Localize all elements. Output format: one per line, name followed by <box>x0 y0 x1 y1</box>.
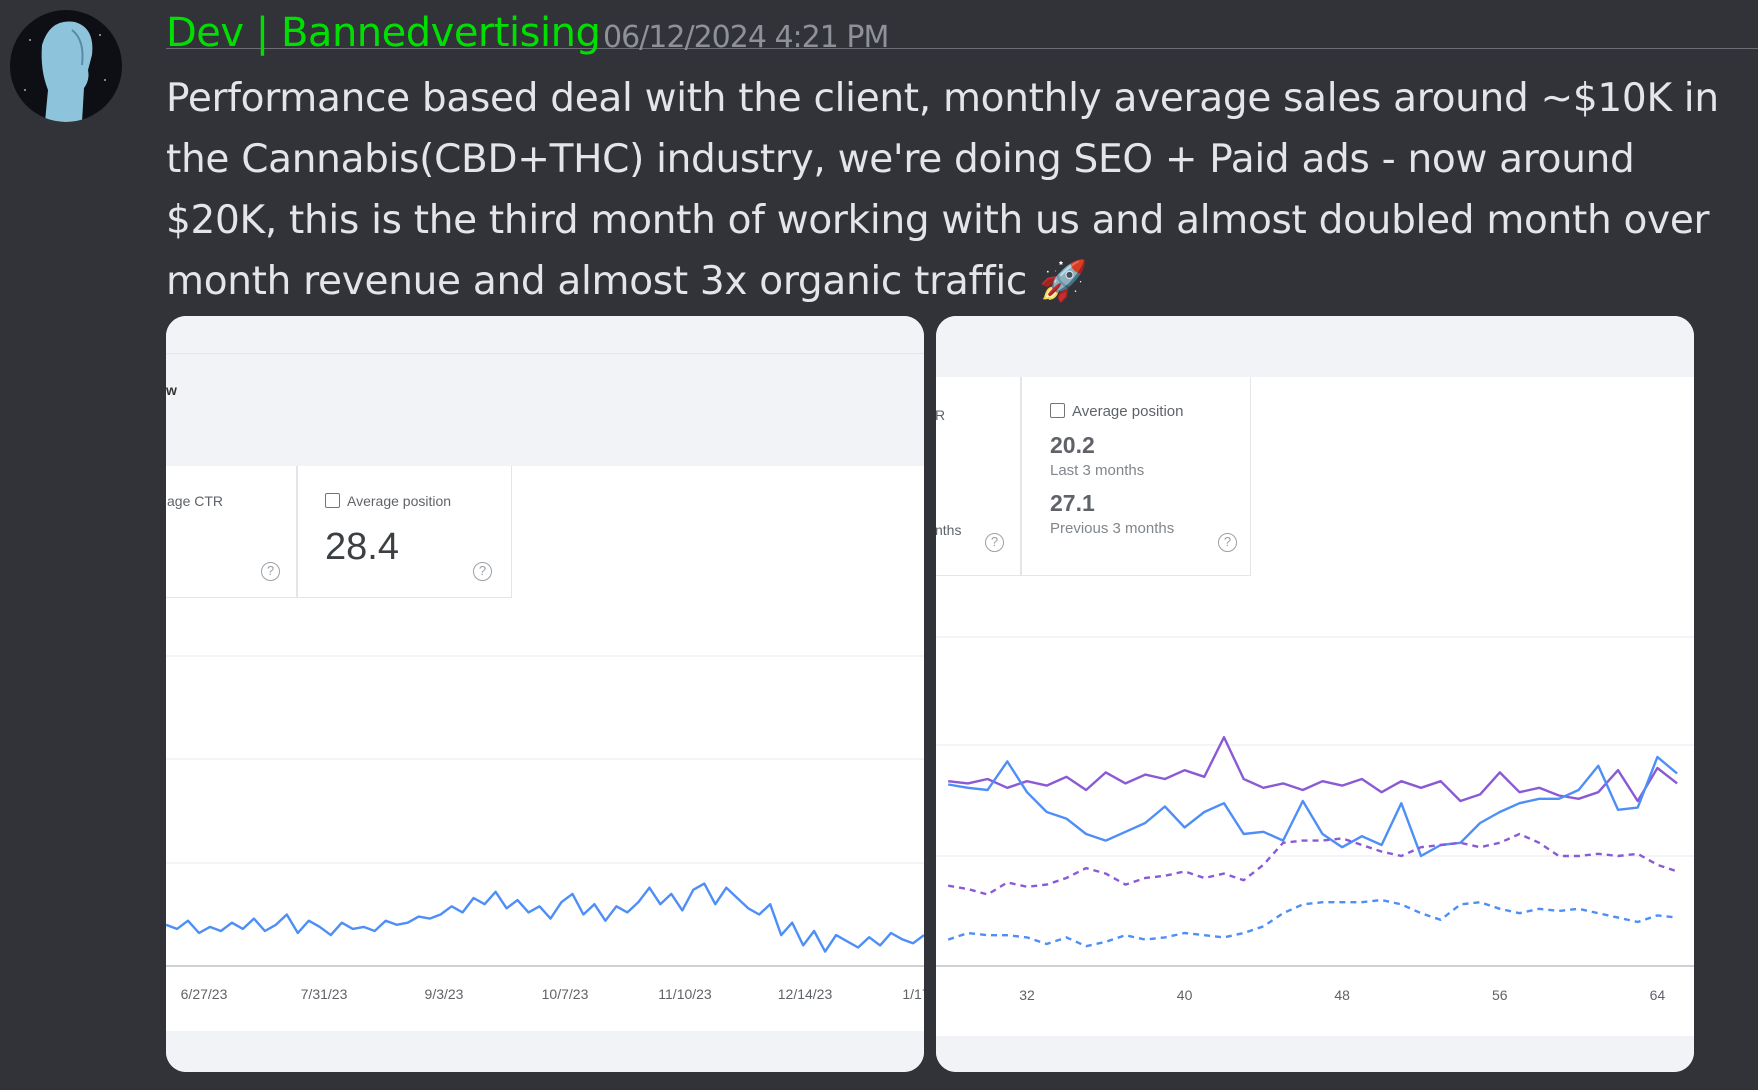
series-line-0 <box>948 736 1678 803</box>
attachment-image-left[interactable]: w age CTR ? Average position 28.4 ? 6/27… <box>166 316 924 1072</box>
previous-value: 27.1 <box>1050 490 1095 516</box>
message-body: Performance based deal with the client, … <box>166 76 1719 304</box>
message-author[interactable]: Dev | Bannedvertising <box>166 10 601 56</box>
series-line-3 <box>947 898 1678 948</box>
performance-chart-right <box>936 636 1694 967</box>
avatar[interactable] <box>10 10 122 122</box>
series-line-0 <box>166 882 924 953</box>
avatar-image <box>24 21 106 122</box>
header-fragment: w <box>166 382 177 398</box>
series-line-2 <box>948 832 1678 896</box>
metric-label: R <box>936 407 946 423</box>
message-timestamp: 06/12/2024 4:21 PM <box>603 20 889 55</box>
metric-label: age CTR <box>167 493 224 509</box>
divider <box>166 48 1758 49</box>
last-label: Last 3 months <box>1050 462 1145 479</box>
metric-card-ctr[interactable]: age CTR ? <box>166 466 297 598</box>
x-tick-label: 40 <box>1176 987 1193 1003</box>
x-tick-label: 9/3/23 <box>424 986 464 1002</box>
series-line-1 <box>948 755 1678 858</box>
help-icon[interactable]: ? <box>1218 533 1237 552</box>
x-tick-label: 64 <box>1649 987 1666 1003</box>
metric-label: Average position <box>347 493 452 509</box>
metric-label-row: Average position <box>1050 403 1183 420</box>
footer-band <box>936 1036 1694 1072</box>
header-band <box>166 316 924 466</box>
metric-card-ctr[interactable]: R nths ? <box>936 377 1021 576</box>
x-tick-label: 1/17 <box>902 986 924 1002</box>
attachment-image-right[interactable]: R nths ? Average position 20.2 Last 3 mo… <box>936 316 1694 1072</box>
header-band <box>936 316 1694 377</box>
metric-label: Average position <box>1072 403 1184 420</box>
divider <box>166 353 924 354</box>
rocket-icon: 🚀 <box>1039 259 1088 304</box>
metric-value: 28.4 <box>325 526 399 568</box>
help-icon[interactable]: ? <box>985 533 1004 552</box>
x-tick-label: 32 <box>1019 987 1035 1003</box>
metric-card-average-position[interactable]: Average position 28.4 ? <box>297 466 512 598</box>
help-icon[interactable]: ? <box>473 562 492 581</box>
x-tick-label: 10/7/23 <box>541 986 589 1002</box>
message-text: Performance based deal with the client, … <box>166 68 1756 312</box>
x-tick-label: 11/10/23 <box>658 986 712 1002</box>
x-tick-label: 12/14/23 <box>777 986 833 1002</box>
metric-label-row: Average position <box>325 493 451 509</box>
previous-label: Previous 3 months <box>1050 520 1175 537</box>
last-value: 20.2 <box>1050 432 1095 458</box>
x-tick-label: 56 <box>1492 987 1508 1003</box>
checkbox[interactable] <box>1050 403 1065 418</box>
footer-band <box>166 1031 924 1072</box>
x-tick-label: 6/27/23 <box>180 986 228 1002</box>
checkbox[interactable] <box>325 493 340 508</box>
performance-chart-left <box>166 655 924 967</box>
metric-sublabel: nths <box>936 522 962 538</box>
help-icon[interactable]: ? <box>261 562 280 581</box>
x-tick-label: 48 <box>1334 987 1350 1003</box>
metric-card-average-position[interactable]: Average position 20.2 Last 3 months 27.1… <box>1021 377 1251 576</box>
x-tick-label: 7/31/23 <box>300 986 348 1002</box>
